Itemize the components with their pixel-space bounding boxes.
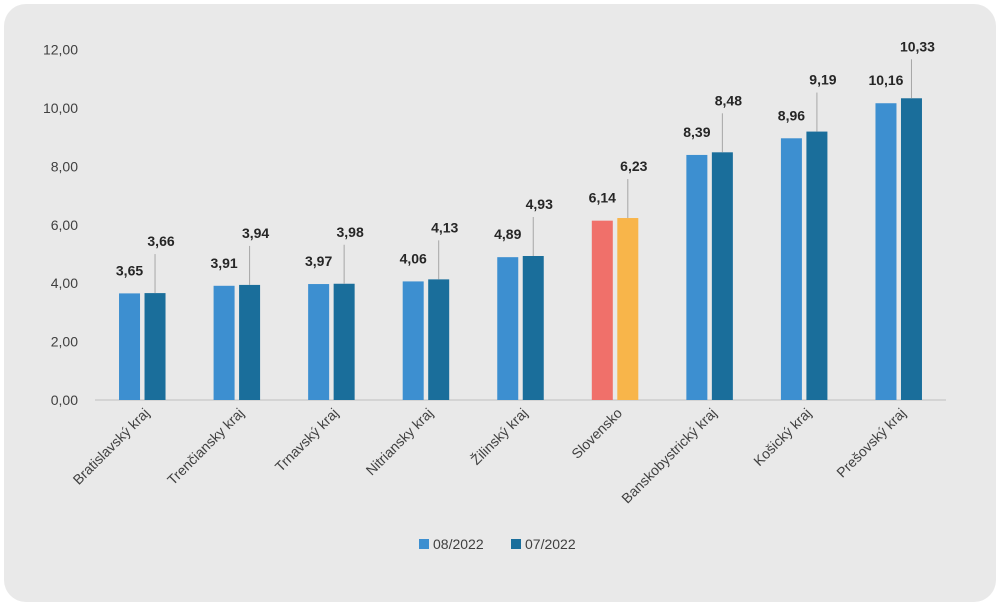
chart-card: 0,00 2,00 4,00 6,00 8,00 10,00 12,00 3,65 3,66 Br… [4,4,996,602]
bar [522,256,544,400]
bar [144,293,166,400]
x-tick-label: Košický kraj [750,405,814,469]
bar [333,283,355,400]
y-tick-label: 6,00 [51,217,78,233]
data-label: 8,96 [778,107,805,123]
x-tick-label: Slovensko [568,405,625,462]
data-label: 10,16 [868,72,903,88]
y-tick-label: 2,00 [51,334,78,350]
data-label: 4,13 [431,219,458,235]
data-label: 9,19 [809,72,836,88]
data-label: 10,33 [900,38,935,54]
x-tick-label: Žilinský kraj [468,405,531,468]
bar [308,284,330,400]
bar [686,154,708,400]
bar [213,285,235,400]
bar [119,293,141,400]
bar [497,257,519,400]
legend-swatch [511,539,521,549]
bar [900,98,922,400]
data-label: 4,06 [400,250,427,266]
bar [428,279,450,400]
bar [711,152,733,400]
bar [780,138,802,400]
data-label: 3,97 [305,253,332,269]
data-label: 6,23 [620,158,647,174]
y-tick-label: 8,00 [51,158,78,174]
x-tick-label: Trenčiansky kraj [164,405,247,488]
bar [239,284,261,400]
y-tick-label: 0,00 [51,392,78,408]
x-tick-label: Trnavský kraj [272,405,342,475]
bar-chart: 0,00 2,00 4,00 6,00 8,00 10,00 12,00 3,653,66 Br… [43,38,946,552]
y-tick-label: 4,00 [51,275,78,291]
x-tick-label: Nitriansky kraj [363,405,436,478]
bar [617,218,639,400]
data-label: 8,48 [715,92,742,108]
data-label: 8,39 [683,124,710,140]
bar [875,103,897,400]
x-tick-label: Bratislavský kraj [70,405,153,488]
bar [591,220,613,400]
data-label: 4,93 [526,196,553,212]
bar [806,131,828,400]
legend-label: 08/2022 [433,536,484,552]
x-tick-label: Banskobystrický kraj [618,405,720,507]
data-label: 4,89 [494,226,521,242]
legend-swatch [419,539,429,549]
bar [402,281,424,400]
y-tick-label: 12,00 [43,42,78,58]
data-label: 6,14 [589,190,616,206]
legend-label: 07/2022 [525,536,576,552]
data-label: 3,98 [337,224,364,240]
data-label: 3,91 [210,255,237,271]
y-tick-label: 10,00 [43,100,78,116]
data-label: 3,94 [242,225,269,241]
x-tick-label: Prešovský kraj [833,405,909,481]
data-label: 3,65 [116,262,143,278]
data-label: 3,66 [147,233,174,249]
